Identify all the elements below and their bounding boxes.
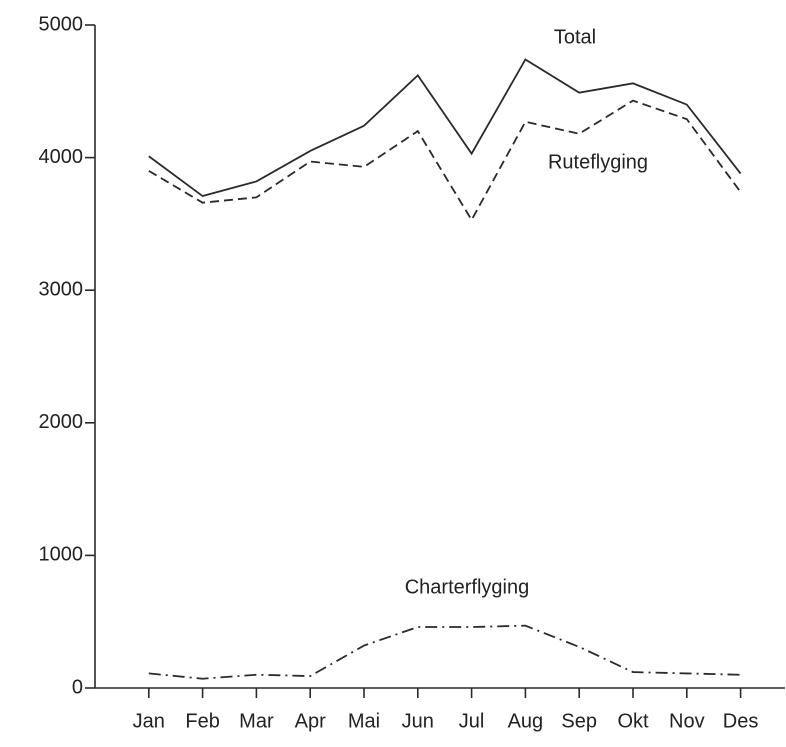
- series-label: Ruteflyging: [548, 151, 648, 173]
- series-line: [148, 624, 741, 680]
- series-label: Charterflyging: [405, 576, 530, 598]
- x-tick-label: Jan: [133, 710, 165, 732]
- x-tick-label: Jun: [402, 710, 434, 732]
- y-tick-label: 4000: [39, 146, 84, 168]
- x-tick-label: Mar: [239, 710, 274, 732]
- y-tick-label: 1000: [39, 544, 84, 566]
- x-tick-label: Sep: [561, 710, 597, 732]
- y-tick-label: 2000: [39, 411, 84, 433]
- series-line: [148, 58, 742, 198]
- y-tick-label: 3000: [39, 278, 84, 300]
- x-tick-label: Jul: [459, 710, 485, 732]
- series-line: [148, 99, 742, 222]
- x-tick-label: Aug: [508, 710, 544, 732]
- x-tick-label: Apr: [295, 710, 326, 732]
- x-tick-label: Nov: [669, 710, 705, 732]
- y-tick-label: 0: [72, 676, 83, 698]
- x-tick-label: Des: [723, 710, 759, 732]
- x-tick-label: Okt: [617, 710, 649, 732]
- y-tick-label: 5000: [39, 13, 84, 35]
- x-tick-label: Feb: [185, 710, 219, 732]
- x-tick-label: Mai: [348, 710, 380, 732]
- series-label: Total: [554, 26, 596, 48]
